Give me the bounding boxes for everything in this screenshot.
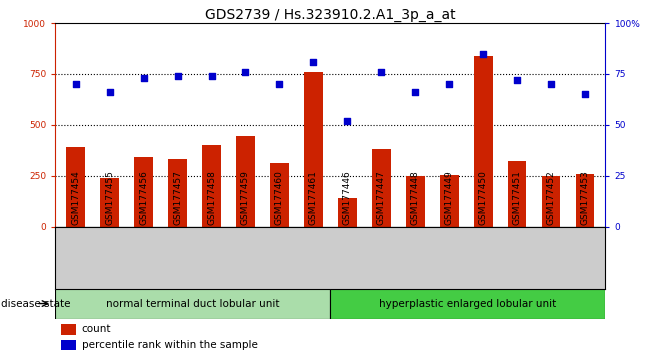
Bar xyxy=(338,198,357,227)
Bar xyxy=(508,161,527,227)
Bar xyxy=(330,289,605,319)
Bar xyxy=(202,145,221,227)
Text: percentile rank within the sample: percentile rank within the sample xyxy=(82,340,258,350)
Point xyxy=(342,118,353,124)
Point xyxy=(70,81,81,87)
Title: GDS2739 / Hs.323910.2.A1_3p_a_at: GDS2739 / Hs.323910.2.A1_3p_a_at xyxy=(205,8,456,22)
Bar xyxy=(134,157,153,227)
Point xyxy=(546,81,557,87)
Point xyxy=(104,90,115,95)
Point xyxy=(580,91,590,97)
Bar xyxy=(61,340,76,350)
Bar xyxy=(66,147,85,227)
Bar xyxy=(575,174,594,227)
Point xyxy=(478,51,488,56)
Bar xyxy=(270,164,289,227)
Bar xyxy=(474,56,493,227)
Text: count: count xyxy=(82,324,111,334)
Bar xyxy=(372,149,391,227)
Point xyxy=(206,73,217,79)
Bar xyxy=(55,289,330,319)
Text: disease state: disease state xyxy=(1,298,70,309)
Text: hyperplastic enlarged lobular unit: hyperplastic enlarged lobular unit xyxy=(380,298,557,309)
Bar xyxy=(542,176,561,227)
Bar xyxy=(168,159,187,227)
Bar xyxy=(100,178,119,227)
Point xyxy=(444,81,454,87)
Bar xyxy=(61,324,76,335)
Point xyxy=(139,75,149,81)
Point xyxy=(308,59,318,64)
Bar xyxy=(236,136,255,227)
Point xyxy=(240,69,251,75)
Point xyxy=(376,69,387,75)
Bar xyxy=(304,72,323,227)
Text: normal terminal duct lobular unit: normal terminal duct lobular unit xyxy=(106,298,280,309)
Point xyxy=(410,90,421,95)
Point xyxy=(512,77,522,83)
Point xyxy=(173,73,183,79)
Point xyxy=(274,81,284,87)
Bar xyxy=(440,175,458,227)
Bar xyxy=(406,176,424,227)
